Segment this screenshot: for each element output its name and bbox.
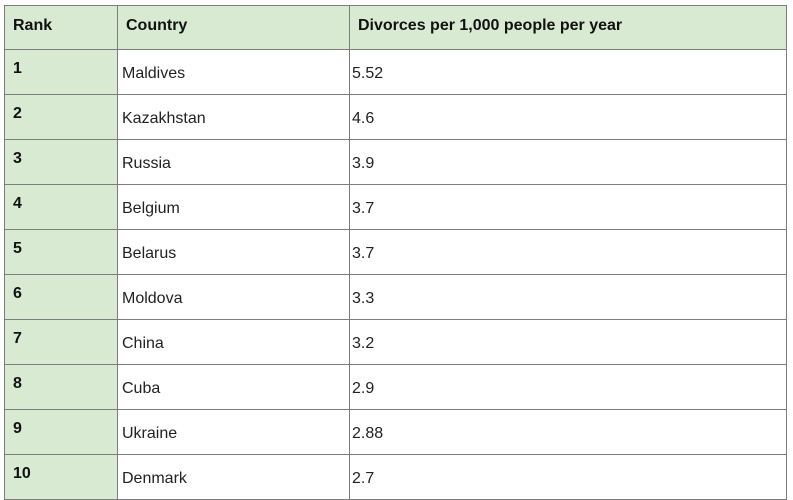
country-cell: Belarus (117, 229, 350, 275)
divorce-rate-table: Rank Country Divorces per 1,000 people p… (4, 5, 787, 500)
rate-cell: 4.6 (349, 94, 787, 140)
rate-cell: 3.7 (349, 184, 787, 230)
rate-cell: 5.52 (349, 49, 787, 95)
rate-cell: 2.9 (349, 364, 787, 410)
rate-cell: 2.7 (349, 454, 787, 500)
country-cell: China (117, 319, 350, 365)
table-row: 6 Moldova 3.3 (4, 274, 787, 320)
rank-cell: 6 (4, 274, 118, 320)
country-cell: Maldives (117, 49, 350, 95)
header-rank: Rank (4, 5, 118, 50)
header-row: Rank Country Divorces per 1,000 people p… (4, 5, 787, 50)
table-body: 1 Maldives 5.52 2 Kazakhstan 4.6 3 Russi… (4, 49, 787, 500)
rank-cell: 1 (4, 49, 118, 95)
table-row: 4 Belgium 3.7 (4, 184, 787, 230)
rank-cell: 8 (4, 364, 118, 410)
country-cell: Moldova (117, 274, 350, 320)
table-row: 2 Kazakhstan 4.6 (4, 94, 787, 140)
table-row: 5 Belarus 3.7 (4, 229, 787, 275)
table-header: Rank Country Divorces per 1,000 people p… (4, 5, 787, 50)
table-row: 9 Ukraine 2.88 (4, 409, 787, 455)
rank-cell: 7 (4, 319, 118, 365)
rate-cell: 3.9 (349, 139, 787, 185)
rate-cell: 2.88 (349, 409, 787, 455)
rank-cell: 9 (4, 409, 118, 455)
rate-cell: 3.2 (349, 319, 787, 365)
table-row: 1 Maldives 5.52 (4, 49, 787, 95)
header-country: Country (117, 5, 350, 50)
country-cell: Cuba (117, 364, 350, 410)
country-cell: Denmark (117, 454, 350, 500)
table-row: 8 Cuba 2.9 (4, 364, 787, 410)
table-row: 10 Denmark 2.7 (4, 454, 787, 500)
rate-cell: 3.7 (349, 229, 787, 275)
table-row: 3 Russia 3.9 (4, 139, 787, 185)
country-cell: Belgium (117, 184, 350, 230)
rank-cell: 10 (4, 454, 118, 500)
rank-cell: 5 (4, 229, 118, 275)
rank-cell: 3 (4, 139, 118, 185)
rank-cell: 4 (4, 184, 118, 230)
country-cell: Russia (117, 139, 350, 185)
rate-cell: 3.3 (349, 274, 787, 320)
table-row: 7 China 3.2 (4, 319, 787, 365)
header-rate: Divorces per 1,000 people per year (349, 5, 787, 50)
country-cell: Ukraine (117, 409, 350, 455)
country-cell: Kazakhstan (117, 94, 350, 140)
rank-cell: 2 (4, 94, 118, 140)
